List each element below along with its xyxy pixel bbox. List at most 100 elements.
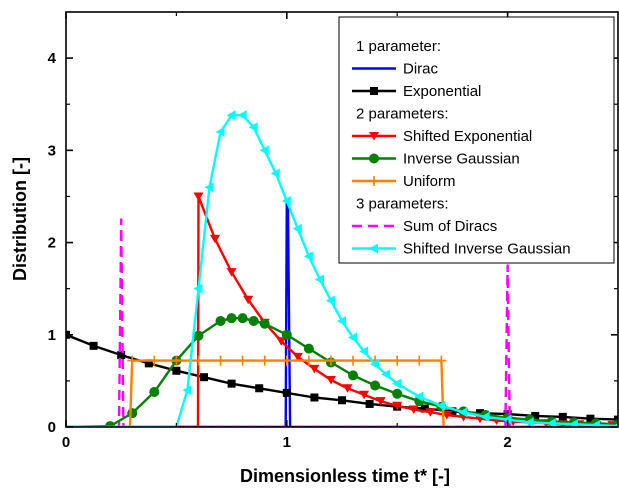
series-layer: [66, 110, 618, 427]
data-point: [259, 355, 270, 366]
data-point: [348, 370, 359, 381]
y-tick-label: 2: [48, 235, 56, 252]
data-point: [420, 404, 429, 413]
data-point: [370, 380, 381, 391]
y-tick-label: 3: [48, 142, 56, 159]
data-point: [441, 411, 452, 420]
data-point: [303, 343, 314, 354]
legend-entry: Uniform: [403, 173, 456, 190]
data-point: [480, 411, 490, 422]
legend-group-label: 3 parameters:: [356, 196, 449, 213]
legend-marker: [369, 132, 379, 141]
data-point: [127, 408, 138, 419]
data-point: [248, 122, 258, 133]
data-point: [144, 359, 153, 368]
x-tick-label: 0: [62, 434, 70, 451]
data-point: [292, 223, 302, 234]
data-point: [215, 315, 226, 326]
data-point: [392, 388, 403, 399]
series-6: [66, 110, 618, 427]
data-point: [586, 414, 595, 423]
ticks-layer: 0 1 2 0 1 2 3 4: [48, 12, 618, 451]
legend-entry: Shifted Inverse Gaussian: [403, 241, 571, 258]
legend-marker: [370, 87, 378, 95]
data-point: [226, 268, 237, 277]
data-point: [414, 355, 425, 366]
data-point: [325, 375, 336, 385]
series-4: [66, 355, 618, 427]
data-point: [149, 355, 160, 366]
data-point: [314, 274, 324, 285]
data-point: [370, 359, 380, 370]
data-point: [381, 369, 391, 380]
data-point: [237, 313, 248, 324]
data-point: [281, 329, 292, 340]
data-point: [292, 352, 303, 362]
legend-entry: Shifted Exponential: [403, 128, 532, 145]
data-point: [248, 315, 259, 326]
data-point: [276, 337, 287, 346]
data-point: [282, 388, 291, 397]
data-point: [193, 192, 204, 201]
data-point: [392, 355, 403, 366]
data-point: [408, 405, 419, 414]
series-5: [66, 218, 618, 427]
x-axis-title: Dimensionless time t* [-]: [240, 466, 450, 486]
data-point: [392, 378, 402, 389]
data-point: [375, 397, 386, 406]
series-line-5: [66, 218, 618, 427]
data-point: [524, 417, 534, 427]
data-point: [359, 390, 370, 400]
data-point: [546, 418, 556, 427]
data-point: [105, 421, 116, 427]
legend-entry: Inverse Gaussian: [403, 151, 520, 168]
data-point: [127, 355, 138, 366]
data-point: [215, 126, 225, 137]
y-tick-label: 1: [48, 327, 56, 344]
data-point: [338, 396, 346, 405]
data-point: [414, 391, 424, 402]
data-point: [243, 295, 254, 305]
data-point: [448, 407, 457, 416]
data-point: [590, 420, 600, 427]
data-point: [614, 415, 618, 424]
data-point: [227, 379, 236, 388]
data-point: [215, 355, 226, 366]
x-tick-label: 2: [503, 434, 511, 451]
data-point: [281, 355, 292, 366]
data-point: [193, 283, 203, 294]
plot-frame: [65, 11, 619, 428]
data-point: [348, 355, 359, 366]
legend-entry: Dirac: [403, 61, 439, 78]
y-tick-label: 4: [48, 50, 57, 67]
data-point: [226, 313, 237, 324]
data-point: [337, 315, 346, 326]
data-point: [89, 341, 98, 350]
data-point: [436, 400, 446, 411]
data-point: [204, 182, 214, 193]
y-tick-label: 0: [48, 419, 56, 436]
data-point: [193, 355, 204, 366]
legend-entry: Exponential: [403, 83, 481, 100]
data-point: [200, 373, 208, 382]
data-point: [613, 423, 618, 427]
legend-marker: [369, 153, 379, 164]
legend-group-label: 1 parameter:: [356, 38, 441, 55]
data-point: [259, 318, 270, 329]
legend-marker: [369, 176, 379, 186]
data-point: [259, 145, 269, 156]
data-point: [309, 364, 320, 374]
data-point: [436, 355, 447, 366]
data-point: [568, 419, 578, 427]
data-point: [281, 196, 291, 207]
data-point: [193, 330, 204, 341]
data-point: [325, 355, 336, 366]
legend-marker: [369, 243, 378, 254]
legend: 1 parameter: Dirac Exponential 2 parameters…: [338, 16, 615, 264]
data-point: [342, 384, 353, 393]
data-point: [348, 332, 358, 343]
data-point: [359, 346, 369, 357]
data-point: [502, 414, 512, 425]
data-point: [310, 393, 319, 402]
legend-entry: Sum of Diracs: [403, 218, 497, 235]
